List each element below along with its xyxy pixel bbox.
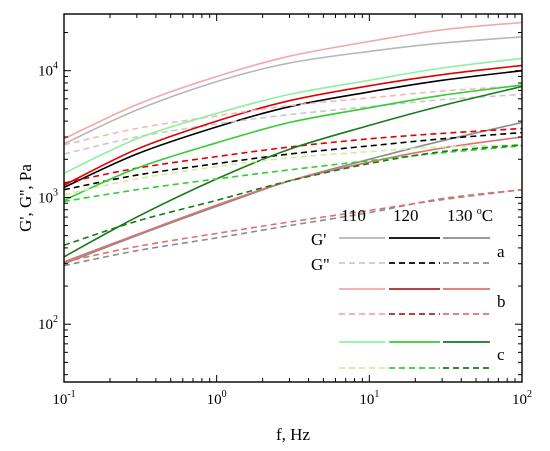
series-c-110-gdoubleprime [63, 144, 523, 196]
x-tick-base: 10 [359, 392, 374, 408]
series-c-130-gprime [63, 85, 523, 258]
series-a-130-gprime [63, 121, 523, 265]
series-c-110-gprime [63, 57, 523, 175]
x-tick-exponent: 0 [222, 389, 227, 400]
x-tick-exponent: 1 [374, 389, 379, 400]
legend-unit-letter: C [482, 206, 493, 225]
y-axis-title: G', G'', Pa [16, 164, 35, 232]
series-c-120-gprime [63, 84, 523, 202]
x-tick-label-1: 100 [207, 389, 227, 408]
y-tick-base: 10 [38, 190, 53, 206]
series-c-120-gdoubleprime [63, 145, 523, 203]
series-b-110-gdoubleprime [63, 85, 523, 146]
legend-header-120: 120 [393, 206, 419, 225]
legend-group-a-label: a [497, 242, 505, 261]
series-a-120-gdoubleprime [63, 131, 523, 191]
series-c-130-gdoubleprime [63, 144, 523, 246]
x-axis-title: f, Hz [276, 425, 310, 444]
y-tick-base: 10 [38, 317, 53, 333]
x-tick-base: 10 [207, 392, 222, 408]
series-b-130-gdoubleprime [63, 188, 523, 263]
series-a-130-gdoubleprime [63, 188, 523, 267]
series-layer [63, 21, 523, 267]
series-a-110-gprime [63, 36, 523, 145]
legend-group-c-label: c [497, 345, 505, 364]
legend-header-130: 130 oC [447, 206, 493, 225]
series-b-120-gprime [63, 64, 523, 186]
y-tick-label-0: 102 [38, 314, 58, 333]
series-a-110-gdoubleprime [63, 93, 523, 155]
y-tick-base: 10 [38, 64, 53, 80]
x-tick-label-3: 102 [512, 389, 532, 408]
y-tick-exponent: 4 [53, 61, 58, 72]
y-tick-exponent: 3 [53, 187, 58, 198]
x-tick-base: 10 [512, 392, 527, 408]
legend-degree-symbol: o [477, 206, 482, 217]
x-tick-exponent: -1 [67, 389, 75, 400]
x-tick-base: 10 [52, 392, 67, 408]
x-tick-label-0: 10-1 [52, 389, 75, 408]
series-a-120-gprime [63, 69, 523, 189]
legend-group-b-label: b [497, 292, 506, 311]
legend-header-110: 110 [341, 206, 366, 225]
y-tick-exponent: 2 [53, 314, 58, 325]
legend-header-130-value: 130 [447, 206, 477, 225]
x-tick-label-2: 101 [359, 389, 379, 408]
series-b-110-gprime [63, 21, 523, 140]
x-tick-exponent: 2 [527, 389, 532, 400]
y-tick-label-1: 103 [38, 187, 58, 206]
legend-row-gdoubleprime: G'' [311, 255, 329, 274]
legend-row-gprime: G' [311, 230, 326, 249]
legend: 110 120 130 oC G' G'' a b c [311, 206, 506, 369]
y-tick-label-2: 104 [38, 61, 58, 80]
plot-frame [63, 13, 523, 383]
